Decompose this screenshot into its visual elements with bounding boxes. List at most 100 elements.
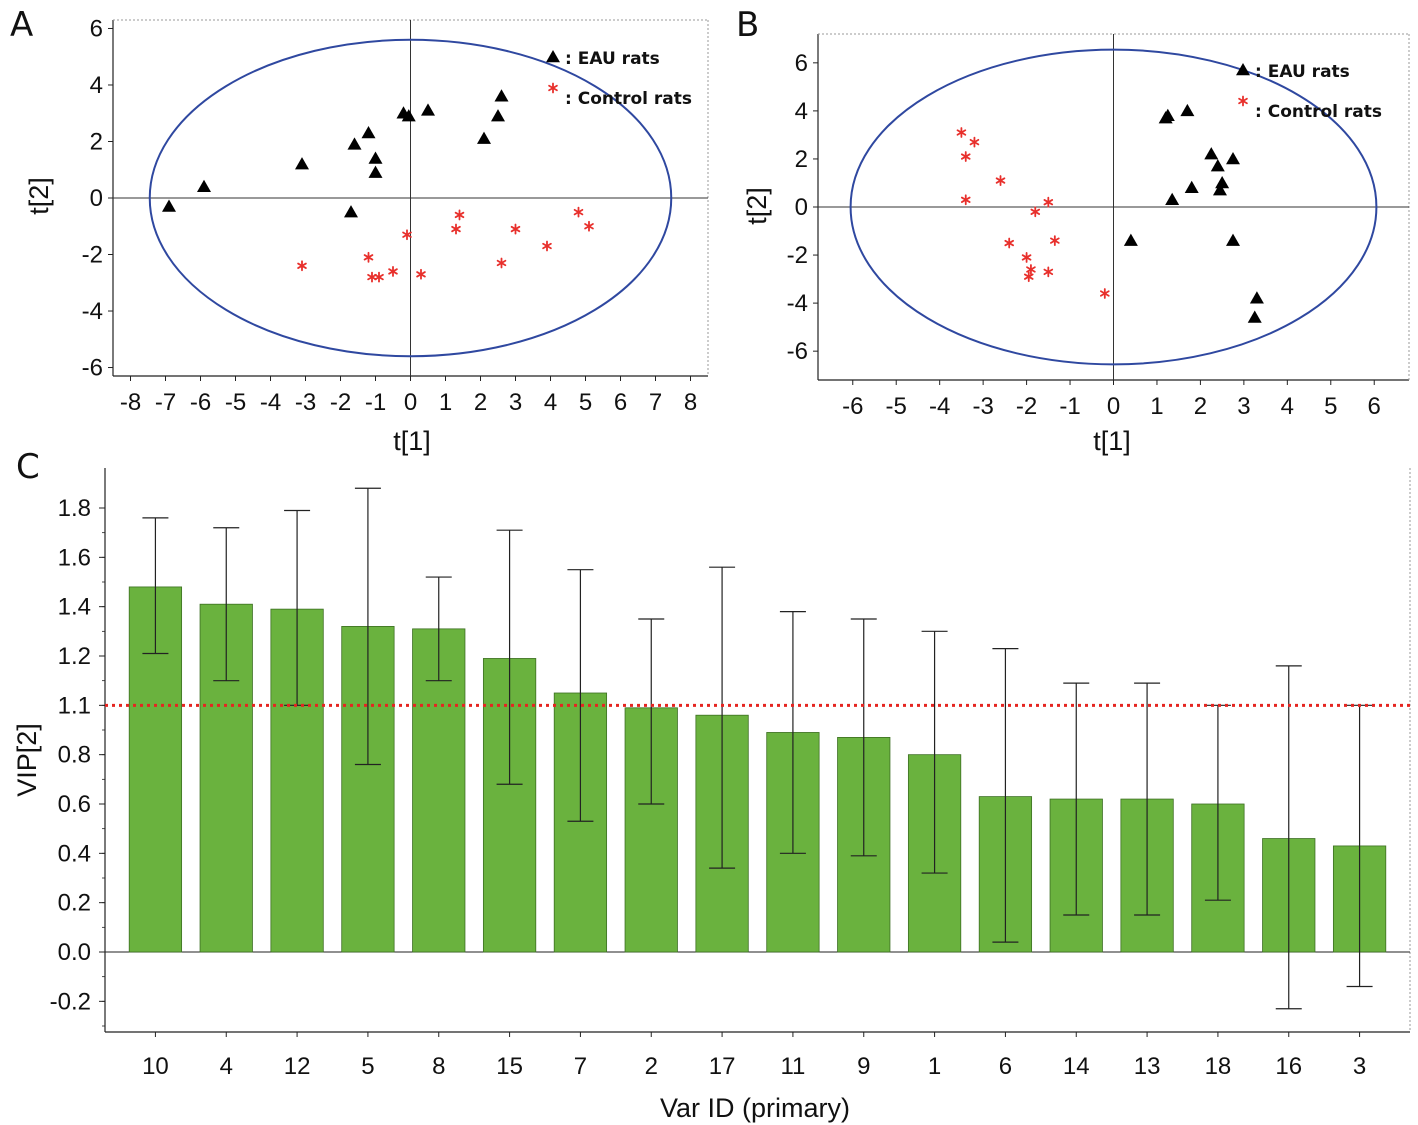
plot-a-point-eau <box>162 199 176 212</box>
plot-a-x-tick-label: 1 <box>439 389 452 416</box>
plot-a-point-control <box>542 240 552 252</box>
plot-a-x-tick-label: -1 <box>365 389 386 416</box>
plot-a-point-eau <box>368 151 383 164</box>
plot-b-x-tick-label: 5 <box>1324 393 1337 420</box>
plot-a-point-eau <box>295 157 309 170</box>
plot-b-y-tick-label: 4 <box>795 98 808 125</box>
plot-a-x-tick-label: 6 <box>614 389 627 416</box>
plot-c-category-label: 14 <box>1063 1053 1090 1080</box>
plot-a-x-tick-label: 4 <box>544 389 557 416</box>
plot-b-x-axis-label: t[1] <box>1093 426 1131 456</box>
plot-b-point-eau <box>1215 175 1230 189</box>
plot-b-point-eau <box>1249 291 1264 304</box>
plot-c-y-tick-label: 1.2 <box>58 643 91 670</box>
plot-b-point-control <box>956 127 967 138</box>
plot-a-legend-label: : EAU rats <box>565 49 660 69</box>
scatter-plot-b: -6 -5 -4 -3 -2 -1 0 1 2 3 4 5 6 -6 -4 -2 0 2 4 6: EAU rats:… <box>787 33 1410 420</box>
plot-b-x-tick-label: -4 <box>929 393 950 420</box>
plot-c-y-tick-label: 0.8 <box>58 742 91 769</box>
plot-c-category-label: 10 <box>142 1053 169 1080</box>
plot-a-x-tick-label: 0 <box>404 389 417 416</box>
plot-b-x-tick-label: -6 <box>842 393 863 420</box>
plot-c-y-axis-label: VIP[2] <box>12 723 42 797</box>
plot-b-legend-label: : Control rats <box>1255 102 1382 122</box>
plot-a-legend-marker-control <box>548 82 558 94</box>
plot-b-x-tick-label: 6 <box>1368 393 1381 420</box>
plot-b-point-control <box>1050 235 1060 247</box>
plot-b-y-tick-label: 0 <box>795 194 808 221</box>
plot-c-y-tick-label: 0.2 <box>58 890 91 917</box>
plot-a-point-eau <box>401 109 416 122</box>
plot-b-confidence-ellipse <box>849 48 1378 366</box>
plot-a-x-tick-label: -5 <box>225 389 246 416</box>
plot-a-y-tick-label: -2 <box>82 242 103 269</box>
plot-a-x-tick-label: -2 <box>330 389 351 416</box>
plot-c-y-tick-label: 1.8 <box>58 495 91 522</box>
plot-a-x-tick-label: -7 <box>155 389 176 416</box>
plot-c-category-label: 4 <box>220 1053 233 1080</box>
plot-c-y-tick-label: 1.1 <box>58 692 91 719</box>
plot-b-x-tick-label: 2 <box>1194 393 1207 420</box>
plot-b-point-control <box>1023 271 1034 283</box>
plot-b-y-tick-label: -6 <box>787 338 808 365</box>
plot-b-x-tick-label: -2 <box>1016 393 1037 420</box>
plot-b-point-control <box>960 151 971 162</box>
plot-b-point-eau <box>1165 192 1180 206</box>
panel-label-b: B <box>736 5 759 45</box>
plot-a-point-control <box>363 251 374 263</box>
plot-a-x-tick-label: 5 <box>579 389 592 416</box>
plot-a-point-eau <box>344 205 358 218</box>
plot-a-y-tick-label: -6 <box>82 355 103 382</box>
plot-c-category-label: 2 <box>645 1053 658 1080</box>
plot-a-point-control <box>496 257 507 269</box>
plot-a-point-control <box>297 260 307 272</box>
plot-a-point-control <box>510 223 521 235</box>
plot-a-y-tick-label: 2 <box>90 128 103 155</box>
plot-a-point-eau <box>361 126 376 139</box>
plot-a-y-tick-label: 4 <box>90 72 103 99</box>
plot-c-y-tick-label: -0.2 <box>50 988 91 1015</box>
plot-b-point-control <box>969 136 980 148</box>
plot-b-point-control <box>1030 206 1041 218</box>
plot-c-category-label: 12 <box>284 1053 311 1080</box>
plot-b-point-eau <box>1184 180 1199 194</box>
plot-c-y-tick-label: 1.4 <box>58 594 91 621</box>
plot-c-category-label: 16 <box>1275 1053 1302 1080</box>
plot-a-y-tick-label: -4 <box>82 298 103 325</box>
plot-b-point-eau <box>1204 147 1219 160</box>
plot-a-point-control <box>388 266 398 277</box>
plot-b-point-control <box>1026 264 1036 275</box>
plot-b-y-tick-label: 6 <box>795 50 808 77</box>
plot-c-category-label: 17 <box>709 1053 736 1080</box>
plot-b-point-control <box>960 194 971 206</box>
plot-b-x-tick-label: 3 <box>1237 393 1250 420</box>
plot-a-x-tick-label: -3 <box>295 389 316 416</box>
plot-c-y-tick-label: 0.4 <box>58 840 91 867</box>
panel-label-a: A <box>10 5 33 45</box>
plot-b-x-tick-label: -3 <box>972 393 993 420</box>
plot-a-point-control <box>573 206 584 218</box>
plot-a-y-tick-label: 0 <box>90 185 103 212</box>
plot-c-category-label: 8 <box>432 1053 445 1080</box>
plot-c-category-label: 3 <box>1353 1053 1366 1080</box>
plot-b-point-control <box>1100 288 1110 299</box>
plot-c-category-label: 9 <box>857 1053 870 1080</box>
plot-c-y-tick-label: 0.0 <box>58 939 91 966</box>
plot-b-y-axis-label: t[2] <box>742 187 772 225</box>
plot-a-x-tick-label: -8 <box>120 389 141 416</box>
plot-a-legend-label: : Control rats <box>565 89 692 109</box>
plot-b-legend-label: : EAU rats <box>1255 62 1350 82</box>
plot-a-x-tick-label: 3 <box>509 389 522 416</box>
plot-c-category-label: 5 <box>361 1053 374 1080</box>
plot-b-point-eau <box>1123 233 1138 246</box>
plot-c-category-label: 11 <box>780 1053 805 1080</box>
plot-a-x-tick-label: 7 <box>649 389 662 416</box>
plot-b-x-tick-label: -1 <box>1059 393 1080 420</box>
plot-a-point-control <box>451 223 461 235</box>
plot-a-point-eau <box>421 103 435 116</box>
plot-a-confidence-ellipse <box>148 38 673 358</box>
plot-a-point-control <box>454 209 465 221</box>
plot-a-point-eau <box>477 131 491 144</box>
